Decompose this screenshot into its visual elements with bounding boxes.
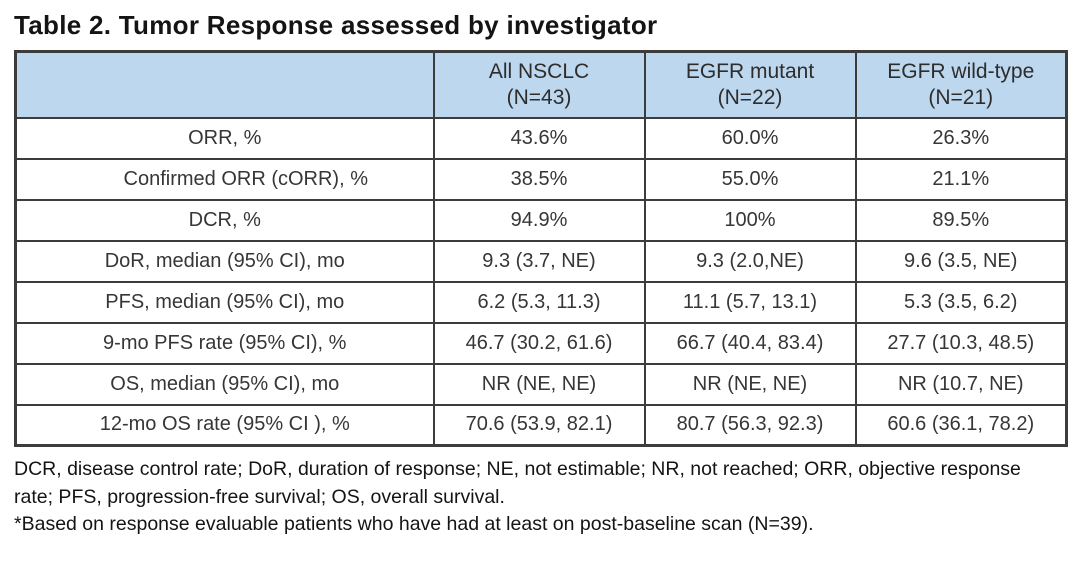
table-row-orr: ORR, % 43.6% 60.0% 26.3% [14,116,1068,160]
tumor-response-table: All NSCLC (N=43) EGFR mutant (N=22) EGFR… [14,50,1068,447]
cell-value: 9.3 (3.7, NE) [432,239,646,283]
header-all-nsclc: All NSCLC (N=43) [432,50,646,119]
table-row-9mo-pfs: 9-mo PFS rate (95% CI), % 46.7 (30.2, 61… [14,321,1068,365]
cell-value: 80.7 (56.3, 92.3) [643,403,857,447]
cell-value: 100% [643,198,857,242]
cell-value: 11.1 (5.7, 13.1) [643,280,857,324]
cell-value: 60.6 (36.1, 78.2) [854,403,1068,447]
cell-value: 21.1% [854,157,1068,201]
cell-value: 9.6 (3.5, NE) [854,239,1068,283]
cell-value: 46.7 (30.2, 61.6) [432,321,646,365]
footnotes: DCR, disease control rate; DoR, duration… [14,456,1030,539]
cell-value: NR (NE, NE) [643,362,857,406]
row-label: DoR, median (95% CI), mo [14,239,435,283]
table-header: All NSCLC (N=43) EGFR mutant (N=22) EGFR… [14,50,1068,119]
table-body: ORR, % 43.6% 60.0% 26.3% Confirmed ORR (… [14,116,1068,447]
abbreviations-footnote: DCR, disease control rate; DoR, duration… [14,458,1021,508]
page: Table 2. Tumor Response assessed by inve… [14,10,1068,539]
row-label: 9-mo PFS rate (95% CI), % [14,321,435,365]
cell-value: 55.0% [643,157,857,201]
row-label: PFS, median (95% CI), mo [14,280,435,324]
cell-value: 38.5% [432,157,646,201]
table-row-12mo-os: 12-mo OS rate (95% CI ), % 70.6 (53.9, 8… [14,403,1068,447]
table-row-dcr: DCR, % 94.9% 100% 89.5% [14,198,1068,242]
asterisk-footnote: *Based on response evaluable patients wh… [14,513,814,536]
cell-value: 94.9% [432,198,646,242]
table-title: Table 2. Tumor Response assessed by inve… [14,10,658,40]
header-egfr-wild-type: EGFR wild-type (N=21) [854,50,1068,119]
cell-value: NR (NE, NE) [432,362,646,406]
cell-value: 9.3 (2.0,NE) [643,239,857,283]
cell-value: 66.7 (40.4, 83.4) [643,321,857,365]
row-label: OS, median (95% CI), mo [14,362,435,406]
cell-value: 27.7 (10.3, 48.5) [854,321,1068,365]
table-row-os: OS, median (95% CI), mo NR (NE, NE) NR (… [14,362,1068,406]
row-label: Confirmed ORR (cORR), % [14,157,435,201]
cell-value: 70.6 (53.9, 82.1) [432,403,646,447]
cell-value: 6.2 (5.3, 11.3) [432,280,646,324]
cell-value: 43.6% [432,116,646,160]
header-row: All NSCLC (N=43) EGFR mutant (N=22) EGFR… [14,50,1068,119]
header-egfr-mutant: EGFR mutant (N=22) [643,50,857,119]
cell-value: 60.0% [643,116,857,160]
cell-value: 26.3% [854,116,1068,160]
row-label: 12-mo OS rate (95% CI ), % [14,403,435,447]
table-row-dor: DoR, median (95% CI), mo 9.3 (3.7, NE) 9… [14,239,1068,283]
header-empty-cell [14,50,435,119]
table-row-corr: Confirmed ORR (cORR), % 38.5% 55.0% 21.1… [14,157,1068,201]
cell-value: 5.3 (3.5, 6.2) [854,280,1068,324]
cell-value: NR (10.7, NE) [854,362,1068,406]
row-label: ORR, % [14,116,435,160]
row-label: DCR, % [14,198,435,242]
cell-value: 89.5% [854,198,1068,242]
table-row-pfs: PFS, median (95% CI), mo 6.2 (5.3, 11.3)… [14,280,1068,324]
